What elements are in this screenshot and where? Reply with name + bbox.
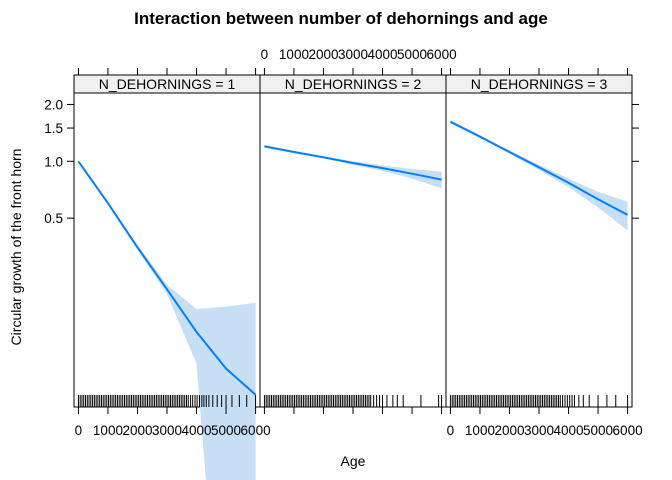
x-tick-label: 0: [447, 423, 455, 438]
x-tick-label: 2000: [494, 423, 524, 438]
rug-2: [263, 395, 443, 407]
y-tick-label: 2.0: [44, 97, 63, 112]
x-tick-label: 0: [261, 47, 269, 62]
confidence-band-1: [78, 160, 256, 480]
x-tick-label: 3000: [524, 423, 554, 438]
x-tick-label: 4000: [182, 423, 212, 438]
x-tick-label: 6000: [241, 423, 271, 438]
x-tick-label: 5000: [211, 423, 241, 438]
chart-title: Interaction between number of dehornings…: [134, 9, 548, 28]
x-tick-label: 1000: [279, 47, 309, 62]
strip-label-2: N_DEHORNINGS = 2: [285, 76, 422, 92]
x-tick-label: 4000: [554, 423, 584, 438]
rug-3: [449, 395, 629, 407]
x-tick-label: 6000: [427, 47, 457, 62]
series-line-2: [264, 145, 442, 181]
x-tick-label: 2000: [122, 423, 152, 438]
panel-frame-3: [445, 92, 633, 408]
panel-frame-2: [259, 92, 447, 408]
plot-area: N_DEHORNINGS = 1 N_DEHORNINGS = 2 N_DEHORN…: [44, 47, 643, 480]
strip-label-1: N_DEHORNINGS = 1: [99, 76, 236, 92]
y-tick-label: 0.5: [44, 211, 63, 226]
x-tick-label: 1000: [93, 423, 123, 438]
y-tick-label: 1.0: [44, 154, 63, 169]
rug-1: [77, 395, 257, 407]
series-line-1: [77, 160, 257, 396]
y-axis-label: Circular growth of the front horn: [8, 149, 24, 346]
series-line-3: [449, 120, 629, 216]
x-tick-label: 2000: [308, 47, 338, 62]
x-tick-label: 3000: [152, 423, 182, 438]
y-tick-label: 1.5: [44, 121, 63, 136]
x-tick-label: 6000: [613, 423, 643, 438]
x-tick-label: 5000: [583, 423, 613, 438]
x-axis-label: Age: [341, 453, 366, 469]
x-tick-label: 3000: [338, 47, 368, 62]
confidence-band-3: [450, 120, 628, 231]
x-tick-label: 0: [75, 423, 83, 438]
x-tick-label: 4000: [368, 47, 398, 62]
x-tick-label: 5000: [397, 47, 427, 62]
strip-label-3: N_DEHORNINGS = 3: [471, 76, 608, 92]
x-tick-label: 1000: [465, 423, 495, 438]
